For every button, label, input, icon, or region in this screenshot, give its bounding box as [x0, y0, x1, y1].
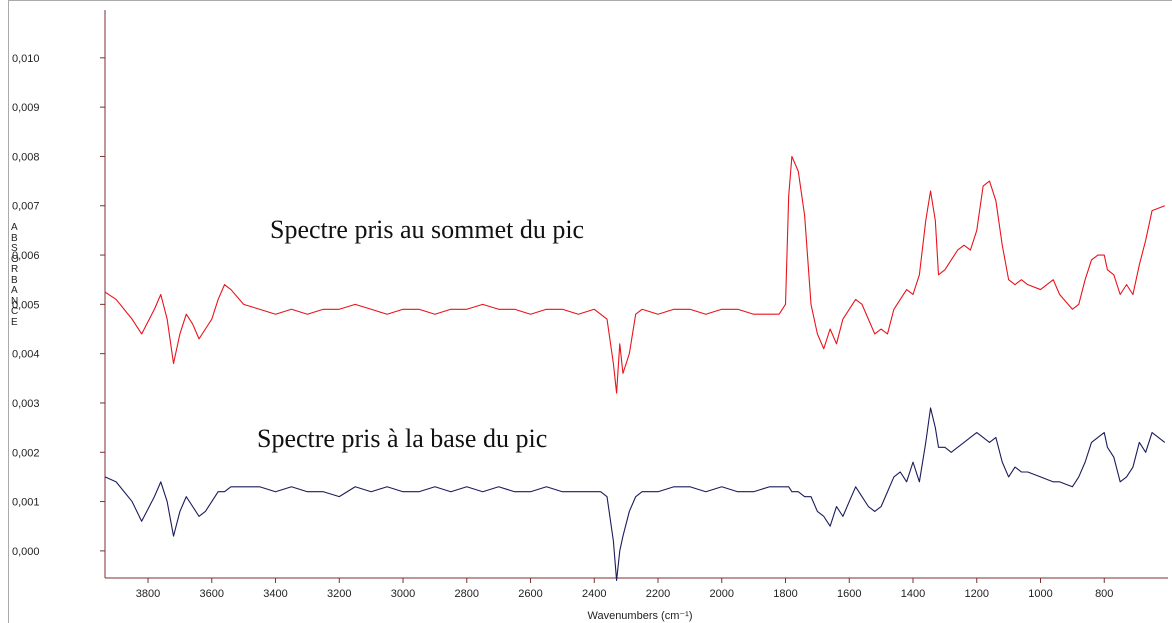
y-tick-label: 0,000 [12, 546, 40, 558]
y-axis-label: ABSORBANCE [11, 222, 19, 328]
y-tick-label: 0,010 [12, 53, 40, 65]
x-tick-label: 1200 [965, 588, 989, 600]
x-tick-label: 2200 [646, 588, 670, 600]
y-tick-label: 0,004 [12, 349, 40, 361]
y-tick-label: 0,005 [12, 299, 40, 311]
annotation: Spectre pris à la base du pic [257, 424, 547, 453]
x-tick-label: 2000 [710, 588, 734, 600]
x-tick-label: 1600 [837, 588, 861, 600]
y-tick-label: 0,001 [12, 497, 40, 509]
frame [8, 0, 1172, 623]
x-tick-label: 1400 [901, 588, 925, 600]
x-tick-label: 3400 [263, 588, 287, 600]
x-tick-label: 3600 [200, 588, 224, 600]
y-tick-label: 0,002 [12, 447, 40, 459]
x-tick-label: 1000 [1028, 588, 1052, 600]
y-tick-label: 0,006 [12, 250, 40, 262]
spectrum-line [104, 407, 1166, 582]
spectrum-line [104, 155, 1166, 394]
y-tick-label: 0,008 [12, 151, 40, 163]
x-tick-label: 1800 [773, 588, 797, 600]
y-tick-label: 0,003 [12, 398, 40, 410]
x-axis-label: Wavenumbers (cm⁻¹) [587, 610, 692, 622]
x-tick-label: 2600 [518, 588, 542, 600]
annotation: Spectre pris au sommet du pic [270, 215, 584, 244]
x-tick-label: 2400 [582, 588, 606, 600]
x-tick-label: 3000 [391, 588, 415, 600]
x-tick-label: 2800 [455, 588, 479, 600]
x-tick-label: 3800 [136, 588, 160, 600]
y-tick-label: 0,007 [12, 201, 40, 213]
x-tick-label: 3200 [327, 588, 351, 600]
y-tick-label: 0,009 [12, 102, 40, 114]
x-tick-label: 800 [1095, 588, 1113, 600]
